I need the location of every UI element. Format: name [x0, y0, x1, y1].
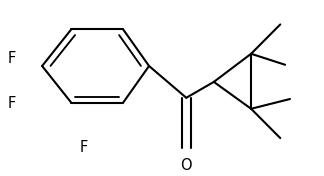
Text: F: F [80, 140, 88, 155]
Text: O: O [180, 158, 192, 172]
Text: F: F [7, 96, 16, 111]
Text: F: F [7, 51, 16, 66]
